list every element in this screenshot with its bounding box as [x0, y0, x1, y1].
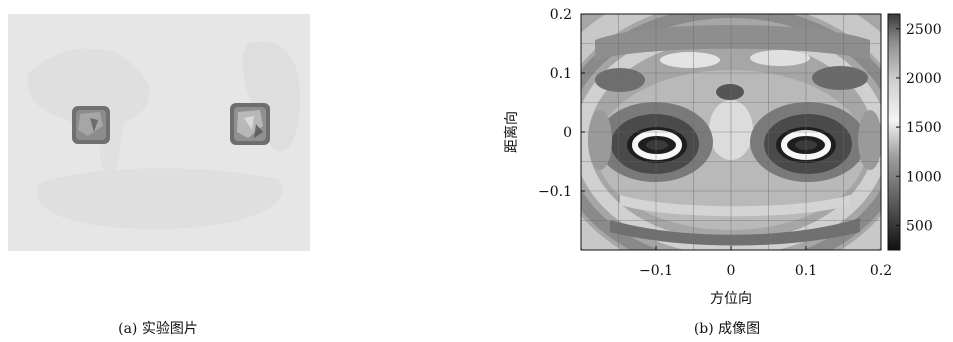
plot-grid [581, 14, 881, 250]
y-axis-ticks: 0.2 0.1 0 −0.1 [538, 7, 585, 200]
colorbar [887, 13, 901, 251]
colorbar-ticks: 2500 2000 1500 1000 500 [896, 22, 942, 234]
metal-target-right [230, 103, 270, 145]
caption-b: (b) 成像图 [693, 321, 761, 337]
x-tick-label: 0.1 [795, 263, 817, 279]
caption-a: (a) 实验图片 [118, 321, 198, 337]
y-tick-label: 0 [563, 125, 572, 141]
x-axis-label: 方位向 [710, 291, 752, 307]
metal-target-left [72, 106, 110, 144]
y-tick-label: 0.2 [550, 7, 572, 23]
x-tick-label: 0.2 [870, 263, 892, 279]
colorbar-tick-label: 2000 [906, 71, 942, 87]
y-axis-label: 距离向 [503, 111, 520, 153]
heat-target-left [597, 102, 713, 182]
experiment-photo [8, 14, 310, 251]
imaging-heatmap: −0.1 0 0.1 0.2 0.2 0.1 0 −0.1 方位向 距离向 2500 2000… [503, 7, 942, 307]
x-axis-ticks: −0.1 0 0.1 0.2 [639, 246, 892, 279]
y-tick-label: −0.1 [538, 184, 572, 200]
colorbar-tick-label: 1000 [906, 169, 942, 185]
y-tick-label: 0.1 [550, 66, 572, 82]
heat-target-right [750, 102, 866, 182]
colorbar-tick-label: 1500 [906, 120, 942, 136]
colorbar-tick-label: 500 [906, 218, 933, 234]
colorbar-tick-label: 2500 [906, 22, 942, 38]
x-tick-label: 0 [727, 263, 736, 279]
x-tick-label: −0.1 [639, 263, 673, 279]
